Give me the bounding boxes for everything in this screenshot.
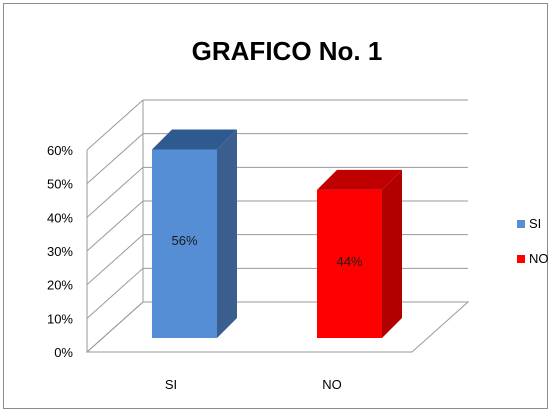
y-tick-label: 50% (47, 177, 73, 192)
bar-side-face (382, 169, 402, 338)
legend-label: SI (529, 216, 541, 231)
bars-layer: 56% 44% (152, 129, 402, 338)
legend: SI NO (517, 216, 549, 266)
bar-side-face (217, 129, 237, 338)
gridline-side (86, 133, 144, 185)
data-label: 56% (171, 233, 197, 248)
bar-front-face (317, 189, 382, 338)
data-label: 44% (336, 254, 362, 269)
bar-top-face (152, 129, 237, 150)
x-category-label: NO (322, 377, 342, 392)
gridline-side (86, 200, 144, 252)
chart-title: GRAFICO No. 1 (192, 36, 383, 66)
legend-swatch (517, 220, 525, 228)
x-category-label: SI (165, 377, 177, 392)
gridline-side (86, 99, 144, 151)
grid-layer (85, 99, 470, 353)
bar-si: 56% (152, 129, 237, 338)
y-tick-label: 40% (47, 210, 73, 225)
legend-label: NO (529, 251, 549, 266)
bar-no: 44% (317, 169, 402, 338)
x-axis-categories: SI NO (165, 377, 342, 392)
y-tick-label: 30% (47, 244, 73, 259)
bar-top-face (317, 169, 402, 190)
legend-swatch (517, 255, 525, 263)
y-tick-label: 10% (47, 311, 73, 326)
gridline-side (86, 234, 144, 286)
chart-frame (3, 3, 548, 409)
y-tick-label: 0% (54, 345, 73, 360)
gridline-side (86, 166, 144, 218)
gridline-side (86, 267, 144, 319)
floor-outline (85, 301, 470, 353)
y-tick-label: 60% (47, 143, 73, 158)
y-tick-label: 20% (47, 278, 73, 293)
bar-front-face (152, 149, 217, 338)
y-axis-ticks: 0% 10% 20% 30% 40% 50% 60% (47, 143, 73, 360)
